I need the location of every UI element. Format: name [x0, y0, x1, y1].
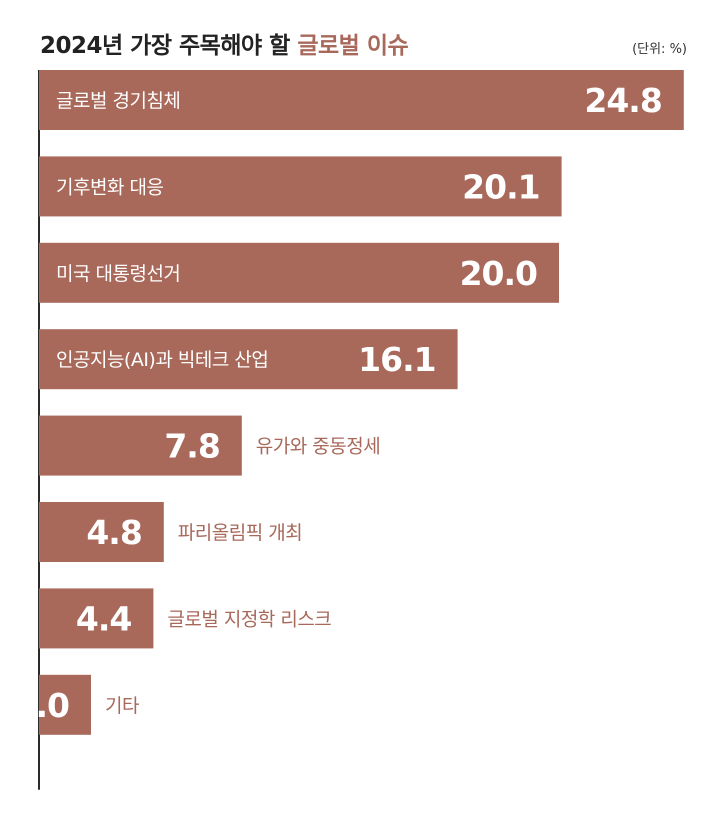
value-label: 4.8: [86, 513, 141, 552]
value-label: 20.0: [460, 254, 537, 293]
value-label: 4.4: [76, 599, 131, 638]
chart-title: 2024년 가장 주목해야 할 글로벌 이슈: [40, 26, 409, 60]
category-label: 유가와 중동정세: [256, 436, 380, 458]
bar-5: [39, 415, 242, 476]
category-label: 파리올림픽 개최: [178, 522, 302, 544]
category-label: 기타: [105, 695, 139, 717]
value-label: 16.1: [358, 340, 435, 379]
category-label: 기후변화 대응: [56, 176, 163, 198]
bar-6: [39, 502, 164, 562]
bar-3: [39, 242, 559, 303]
category-label: 미국 대통령선거: [56, 263, 180, 285]
category-label: 글로벌 지정학 리스크: [167, 608, 331, 630]
chart-title-main: 2024년 가장 주목해야 할: [40, 33, 298, 59]
bar-7: [39, 588, 154, 649]
bar-8: [39, 674, 91, 735]
category-label: 인공지능(AI)과 빅테크 산업: [56, 349, 268, 371]
value-label: 2.0: [14, 686, 69, 725]
value-label: 24.8: [584, 81, 661, 120]
unit-label: (단위: %): [632, 42, 687, 57]
bar-2: [39, 156, 562, 217]
bar-4: [39, 329, 458, 390]
chart-title-accent: 글로벌 이슈: [297, 33, 409, 59]
category-label: 글로벌 경기침체: [56, 90, 180, 112]
bar-1: [39, 70, 684, 130]
value-label: 7.8: [164, 427, 219, 466]
value-label: 20.1: [462, 167, 539, 206]
